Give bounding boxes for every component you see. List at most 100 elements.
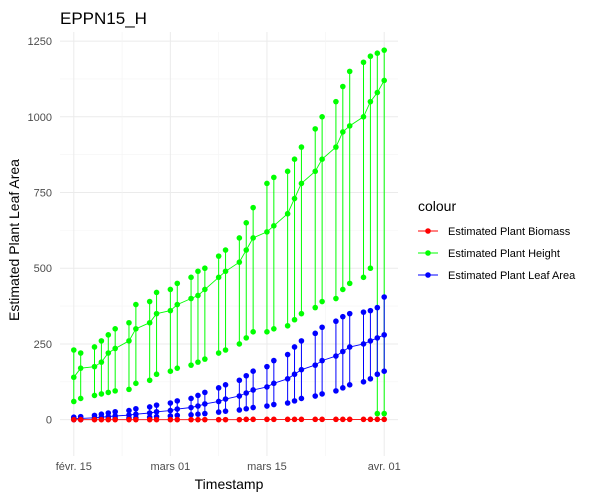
data-point bbox=[346, 344, 353, 350]
data-point-min bbox=[340, 385, 346, 391]
data-point-min bbox=[222, 408, 229, 414]
y-tick-label: 750 bbox=[34, 188, 52, 200]
data-point bbox=[146, 410, 153, 416]
data-point-min bbox=[333, 388, 339, 394]
data-point bbox=[264, 416, 270, 423]
data-point-min bbox=[195, 411, 201, 418]
x-tick-label: févr. 15 bbox=[56, 461, 92, 473]
data-point-min bbox=[271, 401, 277, 408]
data-point-min bbox=[243, 405, 250, 412]
data-point-min bbox=[298, 395, 305, 402]
data-point-min bbox=[319, 298, 325, 305]
data-point bbox=[146, 416, 153, 423]
data-point-max bbox=[374, 304, 381, 311]
data-point bbox=[284, 416, 291, 423]
data-point bbox=[153, 310, 160, 317]
data-point-min bbox=[360, 379, 367, 385]
data-point-max bbox=[195, 392, 201, 399]
data-point bbox=[333, 353, 339, 359]
data-point-min bbox=[346, 382, 353, 388]
chart-title: EPPN15_H bbox=[60, 9, 147, 28]
grid-lines bbox=[60, 32, 398, 456]
data-point-min bbox=[333, 295, 339, 302]
data-point bbox=[215, 274, 222, 281]
data-point-min bbox=[215, 409, 222, 415]
data-point bbox=[291, 195, 298, 202]
data-point bbox=[271, 223, 277, 229]
legend-item: Estimated Plant Height bbox=[418, 248, 560, 260]
data-point-min bbox=[250, 329, 256, 335]
data-point bbox=[222, 268, 229, 275]
data-point-max bbox=[98, 411, 105, 418]
data-point bbox=[312, 416, 319, 423]
data-point bbox=[105, 416, 112, 423]
data-point bbox=[112, 345, 118, 352]
data-point bbox=[271, 416, 277, 423]
data-point bbox=[236, 416, 243, 423]
data-point-max bbox=[195, 268, 201, 275]
data-point bbox=[374, 89, 381, 96]
data-point-max bbox=[77, 350, 84, 356]
data-point bbox=[195, 292, 201, 299]
data-point bbox=[360, 416, 367, 423]
data-point bbox=[202, 416, 208, 423]
data-point bbox=[202, 401, 208, 407]
data-point-max bbox=[188, 395, 194, 402]
data-point bbox=[250, 387, 256, 393]
data-point bbox=[284, 375, 291, 382]
y-tick-label: 1250 bbox=[28, 36, 52, 48]
data-point-min bbox=[250, 404, 256, 411]
data-point-min bbox=[264, 329, 270, 335]
data-point-max bbox=[153, 402, 160, 408]
y-axis-ticks: 0 250 500 750 1000 1250 bbox=[28, 36, 52, 427]
data-point bbox=[222, 416, 229, 423]
x-tick-label: mars 01 bbox=[150, 461, 190, 473]
data-point bbox=[167, 307, 174, 314]
data-point-min bbox=[202, 410, 208, 417]
data-point-min bbox=[291, 316, 298, 323]
series-line bbox=[73, 80, 385, 378]
series-estimated-plant-leaf-area bbox=[70, 294, 388, 423]
legend-key-point bbox=[425, 250, 431, 256]
data-point-max bbox=[360, 309, 367, 315]
data-point-max bbox=[105, 410, 112, 416]
data-point-max bbox=[284, 351, 291, 358]
data-point bbox=[153, 408, 160, 415]
data-point-max bbox=[264, 180, 270, 187]
data-point-max bbox=[215, 385, 222, 391]
data-point-min bbox=[271, 326, 277, 332]
data-point bbox=[360, 341, 367, 347]
y-tick-label: 500 bbox=[34, 263, 52, 275]
data-point-max bbox=[236, 235, 243, 241]
data-point bbox=[346, 416, 353, 423]
data-point bbox=[133, 416, 139, 423]
data-point-max bbox=[202, 265, 208, 272]
data-point bbox=[367, 416, 374, 423]
data-point bbox=[250, 416, 256, 423]
series-layer bbox=[70, 47, 388, 423]
data-point-min bbox=[360, 274, 367, 281]
y-tick-label: 250 bbox=[34, 339, 52, 351]
data-point bbox=[188, 416, 194, 423]
data-point bbox=[167, 416, 174, 423]
x-tick-label: avr. 01 bbox=[368, 461, 401, 473]
data-point-max bbox=[312, 126, 319, 132]
data-point bbox=[374, 416, 381, 423]
data-point bbox=[319, 156, 325, 162]
data-point bbox=[333, 416, 339, 423]
data-point-max bbox=[367, 53, 374, 60]
legend-title: colour bbox=[418, 198, 456, 214]
data-point-max bbox=[174, 280, 181, 287]
data-point bbox=[133, 326, 139, 332]
data-point bbox=[298, 416, 305, 423]
data-point-max bbox=[146, 404, 153, 410]
data-point-min bbox=[312, 304, 319, 311]
data-point-min bbox=[319, 391, 325, 397]
data-point bbox=[91, 363, 98, 370]
data-point bbox=[291, 416, 298, 423]
data-point-max bbox=[215, 253, 222, 259]
series-estimated-plant-biomass bbox=[70, 416, 388, 423]
x-axis-title: Timestamp bbox=[195, 476, 264, 492]
legend: colour Estimated Plant Biomass Estimated … bbox=[418, 198, 576, 282]
